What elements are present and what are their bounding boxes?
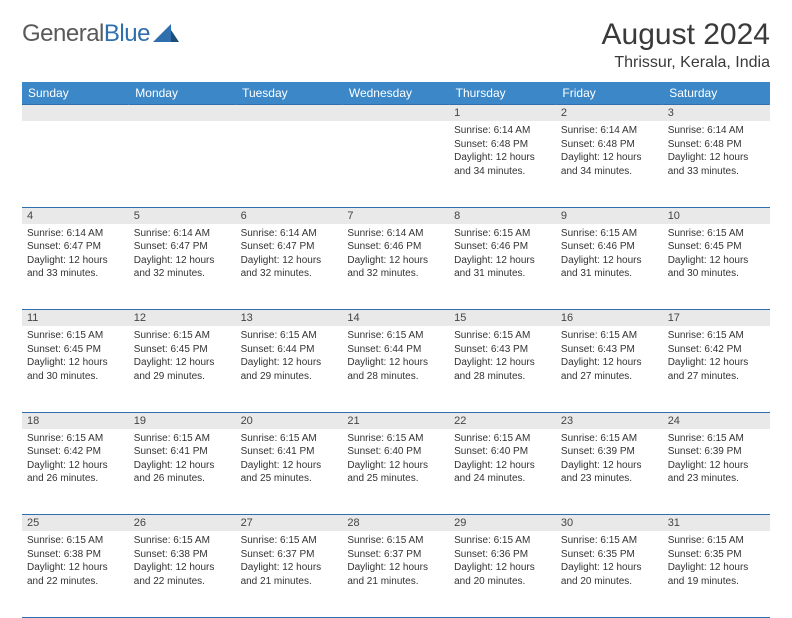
weekday-header: Friday — [556, 82, 663, 105]
weekday-header: Thursday — [449, 82, 556, 105]
day-number: 2 — [556, 105, 663, 121]
day-info: Sunrise: 6:15 AMSunset: 6:39 PMDaylight:… — [556, 429, 663, 491]
brand-part1: General — [22, 20, 104, 48]
day-number: 29 — [449, 515, 556, 531]
day-number: 23 — [556, 413, 663, 429]
day-number: 13 — [236, 310, 343, 326]
day-number — [129, 105, 236, 121]
day-info: Sunrise: 6:14 AMSunset: 6:47 PMDaylight:… — [129, 224, 236, 286]
day-number: 26 — [129, 515, 236, 531]
month-title: August 2024 — [602, 18, 770, 52]
day-number: 10 — [663, 208, 770, 224]
weekday-header: Tuesday — [236, 82, 343, 105]
day-info: Sunrise: 6:14 AMSunset: 6:48 PMDaylight:… — [663, 121, 770, 183]
day-number: 21 — [342, 413, 449, 429]
day-info: Sunrise: 6:15 AMSunset: 6:42 PMDaylight:… — [22, 429, 129, 491]
day-number: 15 — [449, 310, 556, 326]
day-info: Sunrise: 6:14 AMSunset: 6:47 PMDaylight:… — [22, 224, 129, 286]
brand-logo: GeneralBlue — [22, 18, 179, 49]
day-number — [342, 105, 449, 121]
day-info: Sunrise: 6:15 AMSunset: 6:45 PMDaylight:… — [22, 326, 129, 388]
day-number: 19 — [129, 413, 236, 429]
day-number — [22, 105, 129, 121]
day-info: Sunrise: 6:15 AMSunset: 6:35 PMDaylight:… — [663, 531, 770, 593]
day-number: 30 — [556, 515, 663, 531]
location-text: Thrissur, Kerala, India — [602, 54, 770, 72]
day-info: Sunrise: 6:14 AMSunset: 6:47 PMDaylight:… — [236, 224, 343, 286]
day-number: 11 — [22, 310, 129, 326]
day-info: Sunrise: 6:15 AMSunset: 6:46 PMDaylight:… — [556, 224, 663, 286]
day-number: 25 — [22, 515, 129, 531]
day-info: Sunrise: 6:14 AMSunset: 6:46 PMDaylight:… — [342, 224, 449, 286]
day-info: Sunrise: 6:15 AMSunset: 6:38 PMDaylight:… — [129, 531, 236, 593]
weekday-header: Sunday — [22, 82, 129, 105]
weekday-header: Saturday — [663, 82, 770, 105]
weekday-header-row: SundayMondayTuesdayWednesdayThursdayFrid… — [22, 82, 770, 105]
day-info: Sunrise: 6:15 AMSunset: 6:40 PMDaylight:… — [449, 429, 556, 491]
day-number — [236, 105, 343, 121]
day-info: Sunrise: 6:14 AMSunset: 6:48 PMDaylight:… — [556, 121, 663, 183]
day-number: 24 — [663, 413, 770, 429]
day-number: 31 — [663, 515, 770, 531]
day-info: Sunrise: 6:15 AMSunset: 6:45 PMDaylight:… — [663, 224, 770, 286]
brand-part2: Blue — [104, 20, 150, 48]
day-number: 12 — [129, 310, 236, 326]
day-number: 5 — [129, 208, 236, 224]
day-info: Sunrise: 6:15 AMSunset: 6:37 PMDaylight:… — [236, 531, 343, 593]
day-number: 3 — [663, 105, 770, 121]
day-info: Sunrise: 6:15 AMSunset: 6:39 PMDaylight:… — [663, 429, 770, 491]
day-number: 1 — [449, 105, 556, 121]
day-info: Sunrise: 6:15 AMSunset: 6:45 PMDaylight:… — [129, 326, 236, 388]
day-info: Sunrise: 6:15 AMSunset: 6:44 PMDaylight:… — [236, 326, 343, 388]
day-info: Sunrise: 6:15 AMSunset: 6:44 PMDaylight:… — [342, 326, 449, 388]
day-number: 6 — [236, 208, 343, 224]
day-number: 9 — [556, 208, 663, 224]
day-info: Sunrise: 6:15 AMSunset: 6:38 PMDaylight:… — [22, 531, 129, 593]
day-info: Sunrise: 6:15 AMSunset: 6:43 PMDaylight:… — [449, 326, 556, 388]
day-number: 20 — [236, 413, 343, 429]
day-number: 28 — [342, 515, 449, 531]
day-info: Sunrise: 6:15 AMSunset: 6:41 PMDaylight:… — [129, 429, 236, 491]
day-number: 18 — [22, 413, 129, 429]
day-number: 14 — [342, 310, 449, 326]
day-number: 16 — [556, 310, 663, 326]
header: GeneralBlue August 2024 Thrissur, Kerala… — [22, 18, 770, 72]
day-number: 17 — [663, 310, 770, 326]
day-info: Sunrise: 6:15 AMSunset: 6:42 PMDaylight:… — [663, 326, 770, 388]
day-info: Sunrise: 6:15 AMSunset: 6:46 PMDaylight:… — [449, 224, 556, 286]
day-number: 27 — [236, 515, 343, 531]
day-info: Sunrise: 6:15 AMSunset: 6:41 PMDaylight:… — [236, 429, 343, 491]
day-info: Sunrise: 6:15 AMSunset: 6:37 PMDaylight:… — [342, 531, 449, 593]
day-info: Sunrise: 6:15 AMSunset: 6:40 PMDaylight:… — [342, 429, 449, 491]
day-info: Sunrise: 6:14 AMSunset: 6:48 PMDaylight:… — [449, 121, 556, 183]
logo-mark-icon — [153, 21, 179, 49]
weekday-header: Monday — [129, 82, 236, 105]
day-number: 22 — [449, 413, 556, 429]
weekday-header: Wednesday — [342, 82, 449, 105]
day-number: 4 — [22, 208, 129, 224]
day-info: Sunrise: 6:15 AMSunset: 6:36 PMDaylight:… — [449, 531, 556, 593]
day-info: Sunrise: 6:15 AMSunset: 6:35 PMDaylight:… — [556, 531, 663, 593]
day-info: Sunrise: 6:15 AMSunset: 6:43 PMDaylight:… — [556, 326, 663, 388]
day-number: 7 — [342, 208, 449, 224]
calendar-table: SundayMondayTuesdayWednesdayThursdayFrid… — [22, 82, 770, 618]
day-number: 8 — [449, 208, 556, 224]
